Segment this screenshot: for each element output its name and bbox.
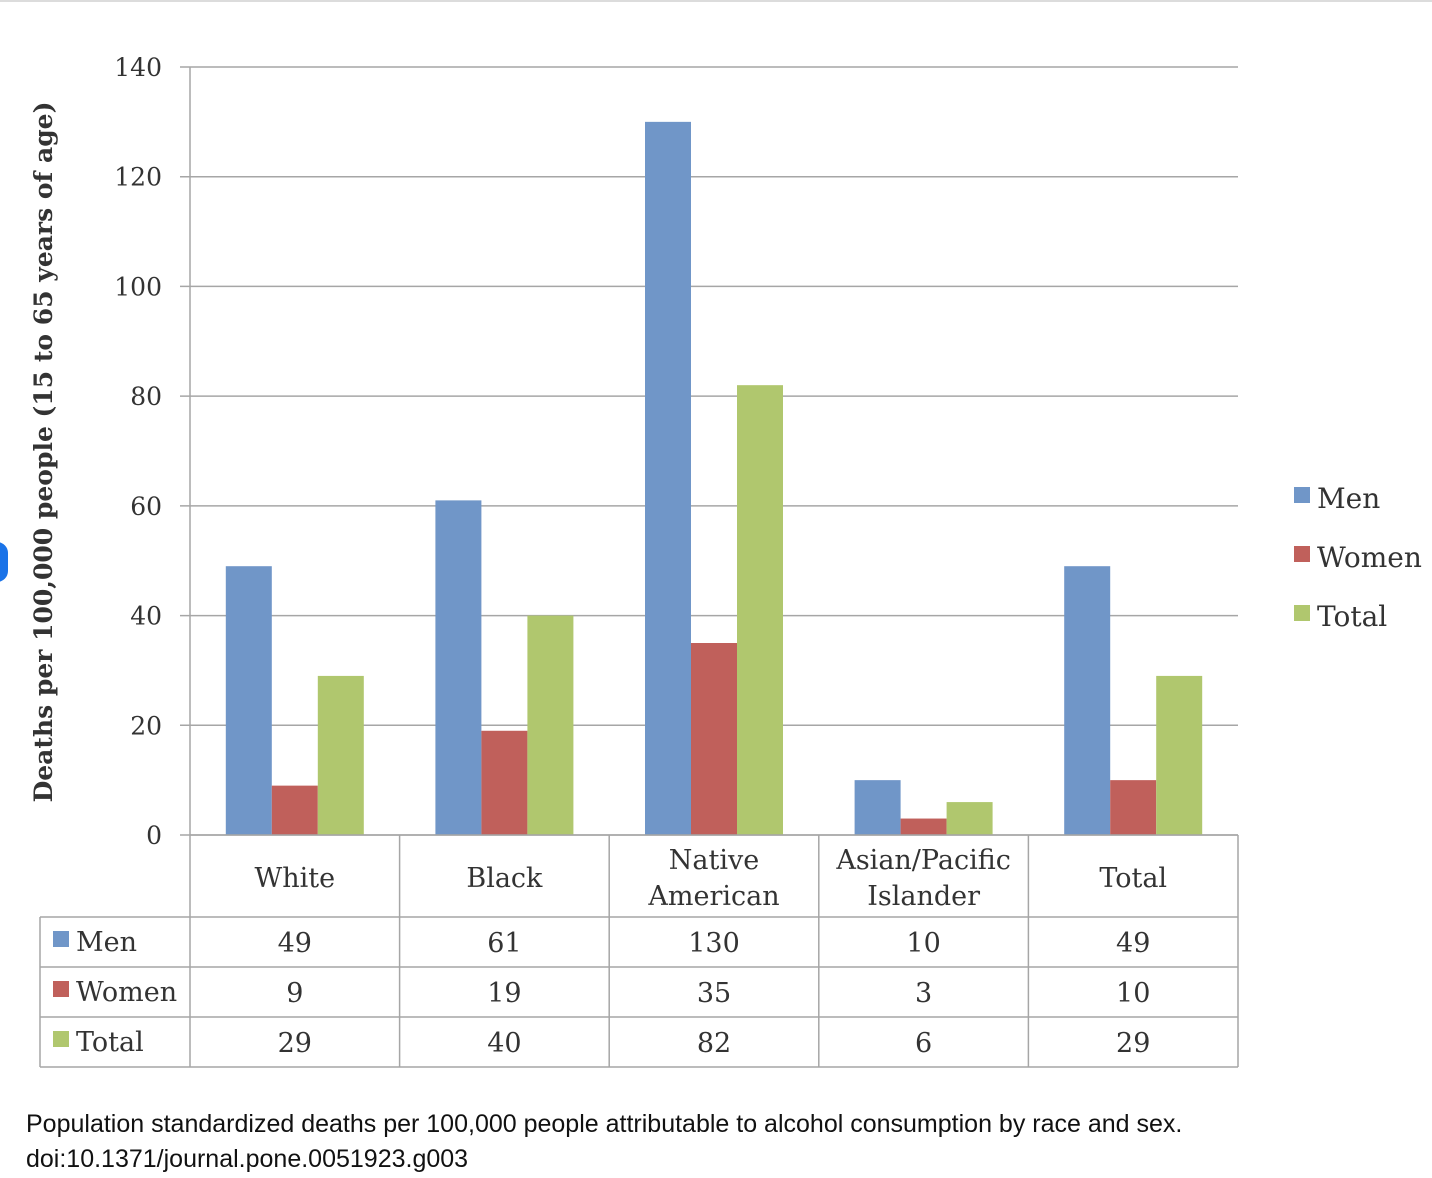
y-tick-label: 20 xyxy=(130,711,162,740)
caption-doi: doi:10.1371/journal.pone.0051923.g003 xyxy=(26,1145,469,1173)
table-cell-value: 82 xyxy=(697,1028,731,1059)
legend-swatch-men xyxy=(1294,487,1310,503)
data-table: White Black Native American Asian/Pacific Isl… xyxy=(39,834,1239,1068)
y-tick-label: 100 xyxy=(114,272,162,301)
bar-total xyxy=(1156,675,1203,835)
legend-swatch-women xyxy=(1294,546,1310,562)
table-cell-value: 9 xyxy=(286,978,303,1009)
bar-total xyxy=(527,615,574,835)
y-tick-label: 120 xyxy=(114,163,162,192)
bar-women xyxy=(1110,780,1157,835)
table-cell-value: 19 xyxy=(487,978,521,1009)
table-cell-value: 29 xyxy=(278,1028,312,1059)
bar-chart: 0 20 40 60 80 100 120 140 Deaths per 100,000 pe… xyxy=(29,53,1422,1068)
table-legend-swatch xyxy=(53,1031,69,1047)
table-legend-swatch xyxy=(53,981,69,997)
table-cell-value: 35 xyxy=(697,978,731,1009)
table-cell-value: 40 xyxy=(487,1028,521,1059)
table-series-label: Total xyxy=(76,1027,144,1058)
category-label: Total xyxy=(1099,863,1167,894)
table-series-label: Men xyxy=(76,927,137,958)
y-axis-label: Deaths per 100,000 people (15 to 65 year… xyxy=(29,102,58,803)
table-cell-value: 29 xyxy=(1116,1028,1150,1059)
table-cell-value: 10 xyxy=(906,928,940,959)
legend: Men Women Total xyxy=(1294,482,1422,633)
table-cell-value: 49 xyxy=(278,928,312,959)
table-cell-value: 130 xyxy=(688,928,740,959)
category-label: Asian/Pacific xyxy=(835,845,1011,876)
bar-men xyxy=(435,500,482,835)
table-series-label: Women xyxy=(76,977,177,1008)
table-cell-value: 49 xyxy=(1116,928,1150,959)
category-label: White xyxy=(254,863,335,894)
table-cell-value: 61 xyxy=(487,928,521,959)
bar-women xyxy=(271,785,318,835)
table-cell-value: 6 xyxy=(915,1028,932,1059)
table-cell-value: 10 xyxy=(1116,978,1150,1009)
caption-text: Population standardized deaths per 100,0… xyxy=(26,1110,1183,1138)
bar-men xyxy=(645,121,691,836)
table-cell-value: 3 xyxy=(915,978,932,1009)
top-border xyxy=(0,0,1432,2)
bar-women xyxy=(900,818,947,835)
legend-label: Women xyxy=(1317,541,1422,574)
bar-total xyxy=(317,675,364,835)
bars xyxy=(225,121,1203,836)
bar-total xyxy=(946,802,993,835)
y-axis-ticks: 0 20 40 60 80 100 120 140 xyxy=(114,53,162,850)
y-tick-label: 80 xyxy=(130,382,162,411)
figure-caption: Population standardized deaths per 100,0… xyxy=(26,1107,1182,1177)
bar-women xyxy=(481,730,528,835)
bar-women xyxy=(691,643,737,835)
scroll-indicator-dot[interactable] xyxy=(0,542,8,582)
bar-men xyxy=(1064,566,1111,835)
legend-swatch-total xyxy=(1294,605,1310,621)
category-label: Black xyxy=(466,863,543,894)
y-tick-label: 40 xyxy=(130,602,162,631)
y-tick-label: 0 xyxy=(146,821,162,850)
bar-total xyxy=(737,385,783,835)
bar-men xyxy=(854,780,901,835)
bar-men xyxy=(225,566,272,835)
category-label: American xyxy=(647,881,779,912)
category-label: Islander xyxy=(867,881,980,912)
table-legend-swatch xyxy=(53,931,69,947)
y-tick-label: 140 xyxy=(114,53,162,82)
y-tick-label: 60 xyxy=(130,492,162,521)
legend-label: Men xyxy=(1317,482,1380,515)
legend-label: Total xyxy=(1317,600,1387,633)
category-label: Native xyxy=(669,845,759,876)
